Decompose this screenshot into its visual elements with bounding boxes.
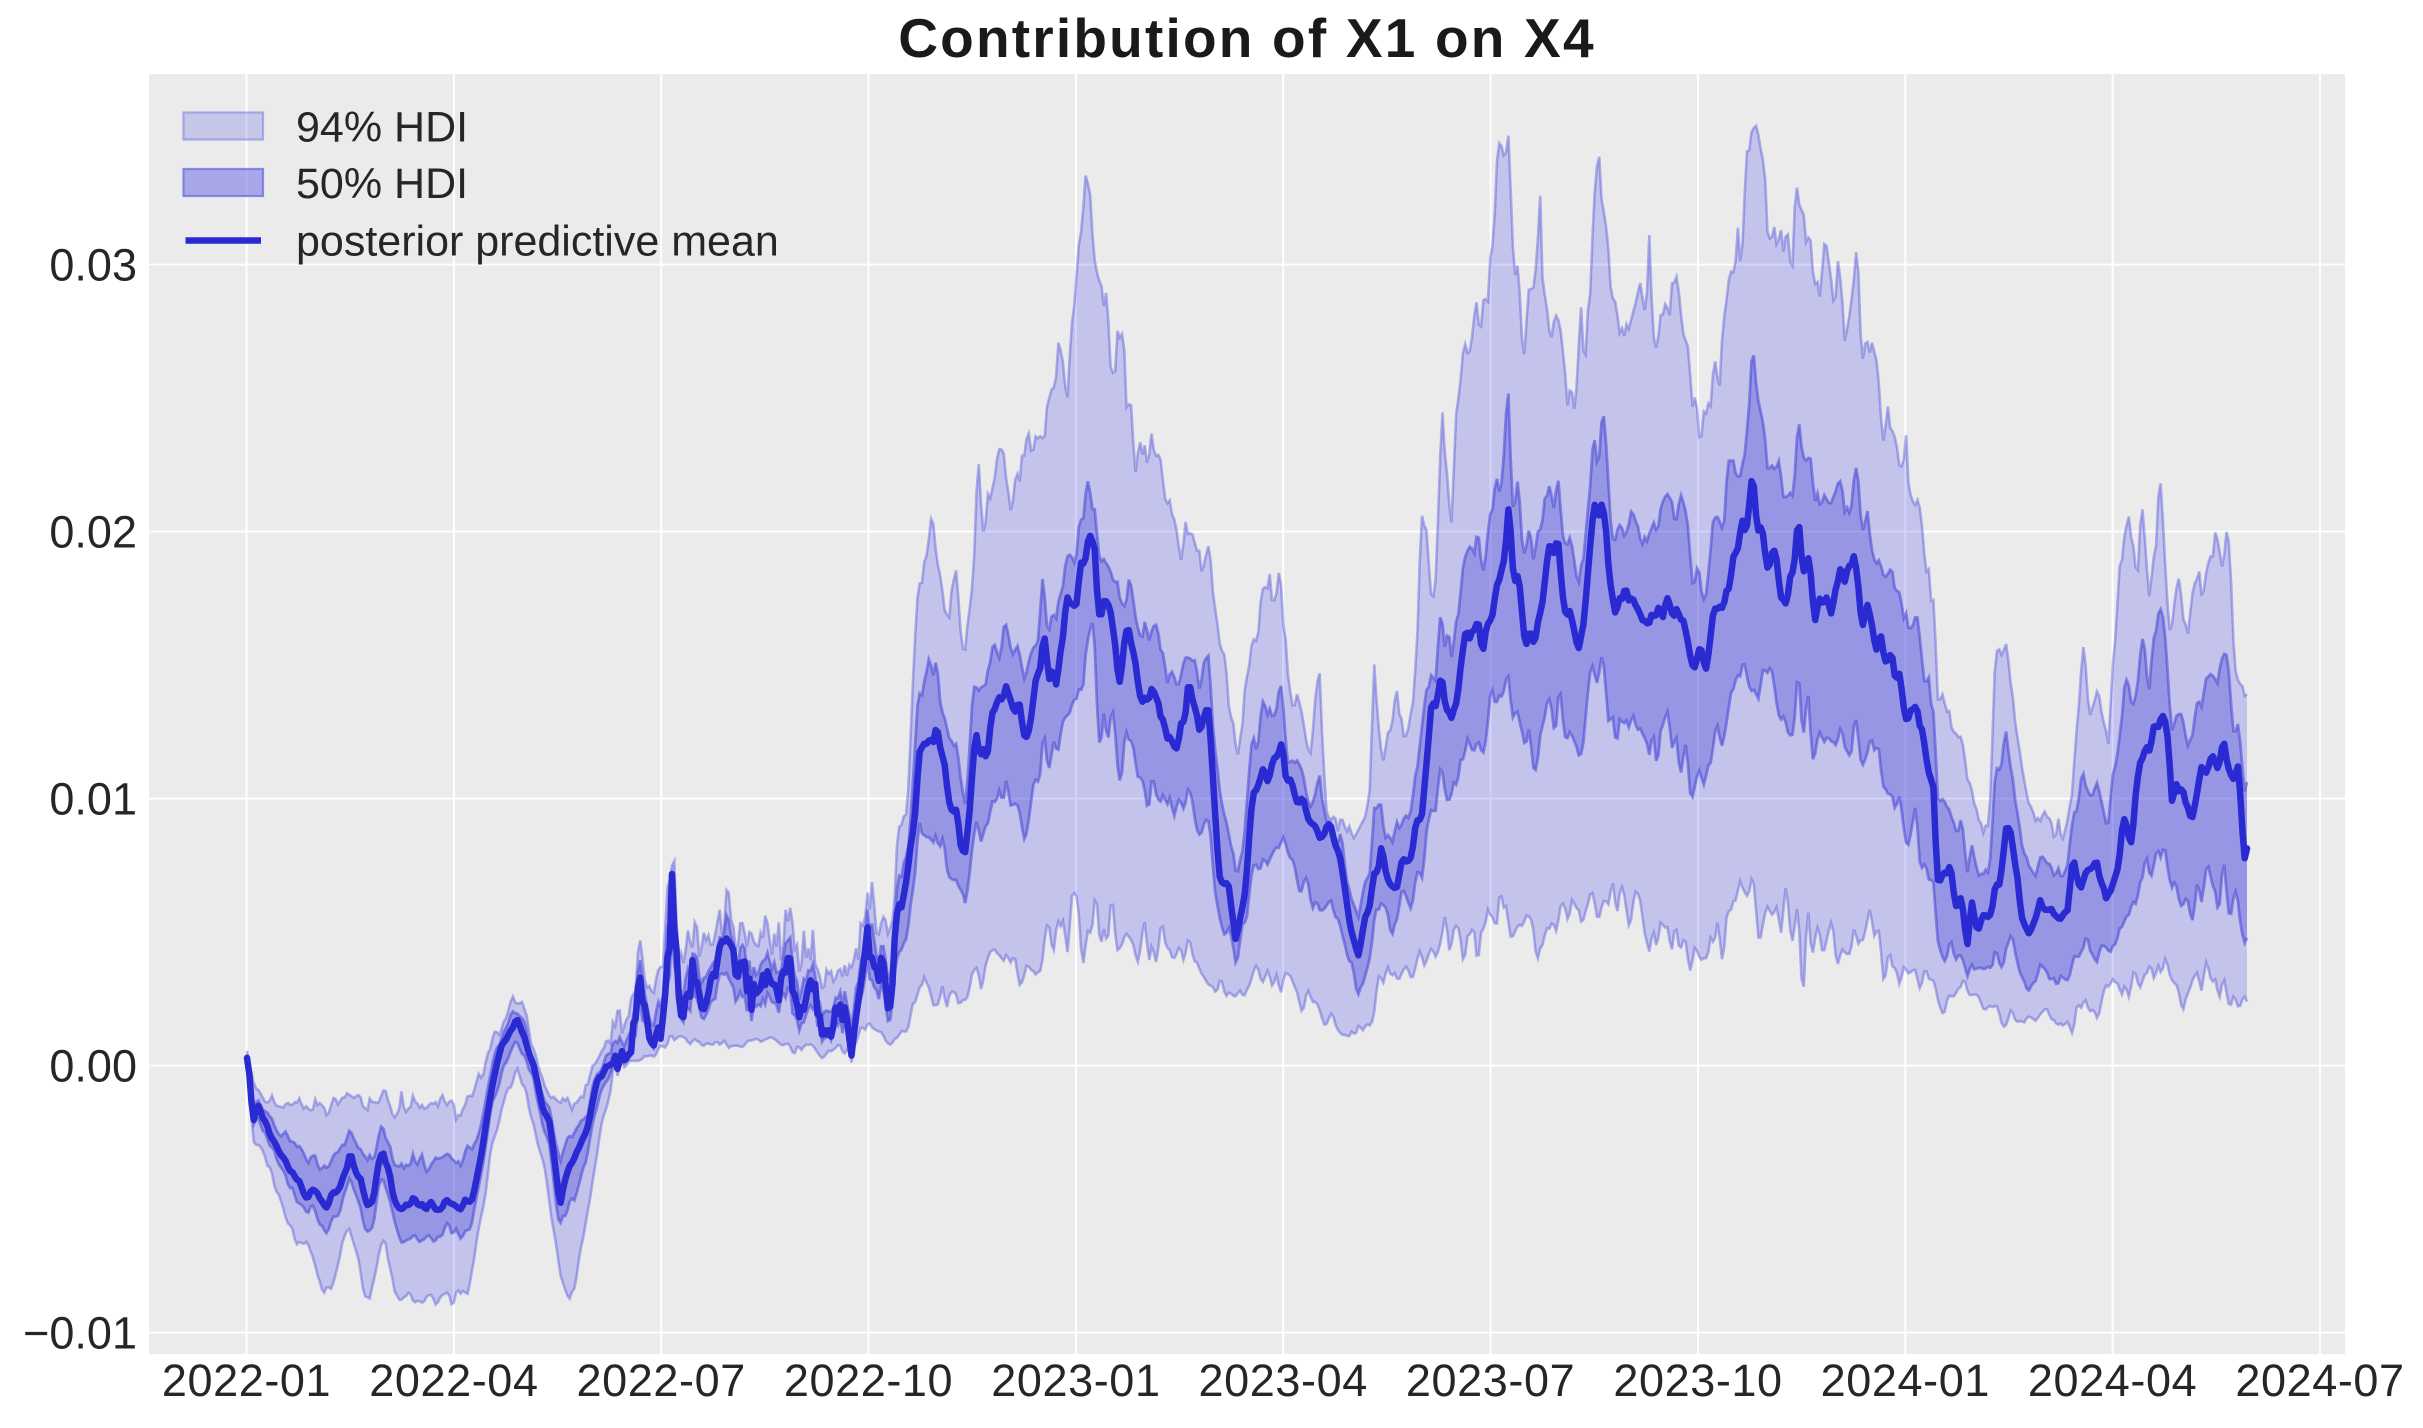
svg-text:2023-07: 2023-07: [1406, 1355, 1575, 1406]
svg-text:2022-07: 2022-07: [577, 1355, 746, 1406]
svg-text:2024-07: 2024-07: [2235, 1355, 2404, 1406]
svg-text:2023-10: 2023-10: [1613, 1355, 1782, 1406]
svg-text:2022-01: 2022-01: [162, 1355, 331, 1406]
svg-text:0.02: 0.02: [49, 507, 137, 558]
svg-text:2024-04: 2024-04: [2028, 1355, 2197, 1406]
svg-text:0.00: 0.00: [49, 1041, 137, 1092]
svg-text:50% HDI: 50% HDI: [296, 160, 468, 208]
svg-text:2022-04: 2022-04: [369, 1355, 538, 1406]
svg-text:Contribution of X1 on X4: Contribution of X1 on X4: [898, 7, 1595, 69]
svg-text:2024-01: 2024-01: [1821, 1355, 1990, 1406]
svg-text:0.01: 0.01: [49, 774, 137, 825]
svg-text:−0.01: −0.01: [23, 1308, 137, 1359]
svg-text:0.03: 0.03: [49, 240, 137, 291]
svg-text:2023-04: 2023-04: [1199, 1355, 1368, 1406]
svg-text:94% HDI: 94% HDI: [296, 104, 468, 152]
svg-text:2022-10: 2022-10: [784, 1355, 953, 1406]
svg-text:2023-01: 2023-01: [991, 1355, 1160, 1406]
svg-text:posterior predictive mean: posterior predictive mean: [296, 218, 779, 266]
